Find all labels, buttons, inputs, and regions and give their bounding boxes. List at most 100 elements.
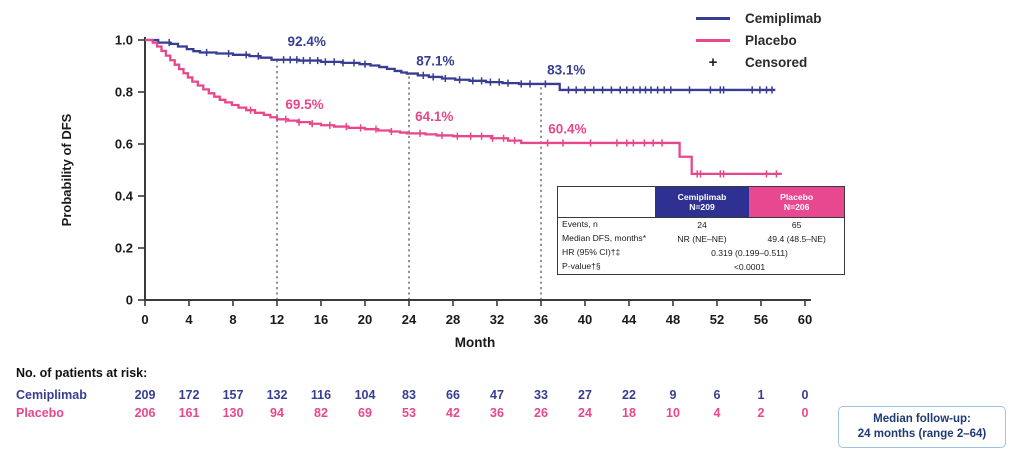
at-risk-count: 206 (134, 406, 156, 420)
annotation-87.1: 87.1% (416, 53, 454, 68)
x-tick-label: 36 (534, 312, 548, 327)
row-label: Events, n (562, 219, 598, 230)
row-label: HR (95% CI)†‡ (562, 247, 621, 258)
at-risk-count: 1 (757, 388, 765, 402)
stats-row-pvalue: P-value†§ <0.0001 (558, 260, 844, 274)
at-risk-count: 116 (310, 388, 332, 402)
median-dfs-cemiplimab: NR (NE–NE) (677, 234, 727, 244)
stats-header-placebo: Placebo N=206 (749, 187, 844, 217)
column-n: N=209 (689, 202, 715, 212)
censored-plus-icon: + (708, 53, 718, 71)
legend-item-placebo: Placebo (694, 30, 822, 50)
at-risk-count: 157 (222, 388, 244, 402)
y-axis-title: Probability of DFS (59, 113, 74, 226)
at-risk-count: 36 (490, 406, 504, 420)
at-risk-count: 172 (178, 388, 200, 402)
stats-row-events: Events, n 24 65 (558, 218, 844, 232)
at-risk-count: 6 (713, 388, 721, 402)
column-n: N=206 (783, 202, 810, 212)
at-risk-count: 209 (134, 388, 156, 402)
placebo-line-swatch-icon (694, 38, 732, 42)
x-tick-label: 8 (229, 312, 236, 327)
y-tick-label: 0.6 (115, 137, 133, 152)
at-risk-count: 22 (622, 388, 636, 402)
row-label: P-value†§ (562, 261, 601, 272)
x-tick-label: 16 (314, 312, 328, 327)
legend-item-censored: + Censored (694, 52, 822, 72)
x-tick-label: 32 (490, 312, 504, 327)
at-risk-count: 66 (446, 388, 460, 402)
cemiplimab-line-swatch-icon (694, 16, 732, 20)
at-risk-count: 18 (622, 406, 636, 420)
x-tick-label: 20 (358, 312, 372, 327)
median-dfs-placebo: 49.4 (48.5–NE) (767, 234, 826, 244)
events-cemiplimab: 24 (697, 220, 707, 230)
x-tick-label: 4 (185, 312, 193, 327)
at-risk-count: 26 (534, 406, 548, 420)
at-risk-count: 9 (669, 388, 677, 402)
at-risk-count: 161 (178, 406, 200, 420)
at-risk-count: 82 (314, 406, 328, 420)
legend-label: Placebo (745, 32, 797, 48)
at-risk-count: 83 (402, 388, 416, 402)
at-risk-count: 94 (270, 406, 284, 420)
y-tick-label: 0.4 (115, 189, 134, 204)
stats-table-header: Cemiplimab N=209 Placebo N=206 (558, 187, 844, 218)
x-tick-label: 40 (578, 312, 592, 327)
annotation-60.4: 60.4% (548, 122, 586, 137)
at-risk-count: 10 (666, 406, 680, 420)
at-risk-count: 33 (534, 388, 548, 402)
x-tick-label: 12 (270, 312, 284, 327)
followup-line1: Median follow-up: (873, 413, 971, 426)
stats-row-median-dfs: Median DFS, months* NR (NE–NE) 49.4 (48.… (558, 232, 844, 246)
median-followup-box: Median follow-up: 24 months (range 2–64) (838, 406, 1006, 448)
at-risk-count: 132 (266, 388, 288, 402)
legend: Cemiplimab Placebo + Censored (694, 8, 822, 72)
at-risk-count: 27 (578, 388, 592, 402)
annotation-92.4: 92.4% (288, 34, 326, 49)
followup-line2: 24 months (range 2–64) (857, 428, 987, 440)
y-tick-label: 1.0 (115, 33, 133, 48)
x-tick-label: 60 (798, 312, 812, 327)
column-title: Placebo (780, 191, 814, 202)
x-tick-label: 44 (622, 312, 637, 327)
at-risk-row-label-cemiplimab: Cemiplimab (16, 388, 87, 402)
events-placebo: 65 (791, 220, 802, 230)
x-tick-label: 52 (710, 312, 724, 327)
x-axis-title: Month (455, 335, 495, 350)
x-tick-label: 28 (446, 312, 460, 327)
at-risk-title: No. of patients at risk: (16, 366, 148, 380)
x-tick-label: 24 (402, 312, 417, 327)
stats-row-hr: HR (95% CI)†‡ 0.319 (0.199–0.511) (558, 246, 844, 260)
annotation-83.1: 83.1% (547, 62, 585, 77)
stats-header-cemiplimab: Cemiplimab N=209 (654, 187, 750, 217)
at-risk-count: 53 (402, 406, 416, 420)
at-risk-count: 42 (446, 406, 460, 420)
at-risk-count: 4 (713, 406, 721, 420)
column-title: Cemiplimab (677, 191, 727, 202)
at-risk-count: 47 (490, 388, 504, 402)
stats-header-blank-cell (558, 187, 655, 217)
y-tick-label: 0 (126, 293, 133, 308)
legend-label: Censored (745, 54, 808, 70)
at-risk-count: 0 (801, 388, 809, 402)
legend-label: Cemiplimab (745, 10, 822, 26)
pvalue-value: <0.0001 (733, 262, 766, 272)
at-risk-count: 130 (222, 406, 244, 420)
x-tick-label: 48 (666, 312, 680, 327)
legend-item-cemiplimab: Cemiplimab (694, 8, 822, 28)
at-risk-count: 104 (354, 388, 376, 402)
row-label: Median DFS, months* (562, 233, 647, 244)
annotation-64.1: 64.1% (415, 109, 453, 124)
at-risk-count: 2 (757, 406, 765, 420)
x-tick-label: 0 (141, 312, 148, 327)
annotation-69.5: 69.5% (285, 97, 323, 112)
y-tick-label: 0.8 (115, 85, 133, 100)
at-risk-count: 24 (578, 406, 592, 420)
at-risk-count: 69 (358, 406, 372, 420)
at-risk-count: 0 (801, 406, 809, 420)
hr-value: 0.319 (0.199–0.511) (711, 248, 788, 258)
at-risk-row-label-placebo: Placebo (16, 406, 64, 420)
